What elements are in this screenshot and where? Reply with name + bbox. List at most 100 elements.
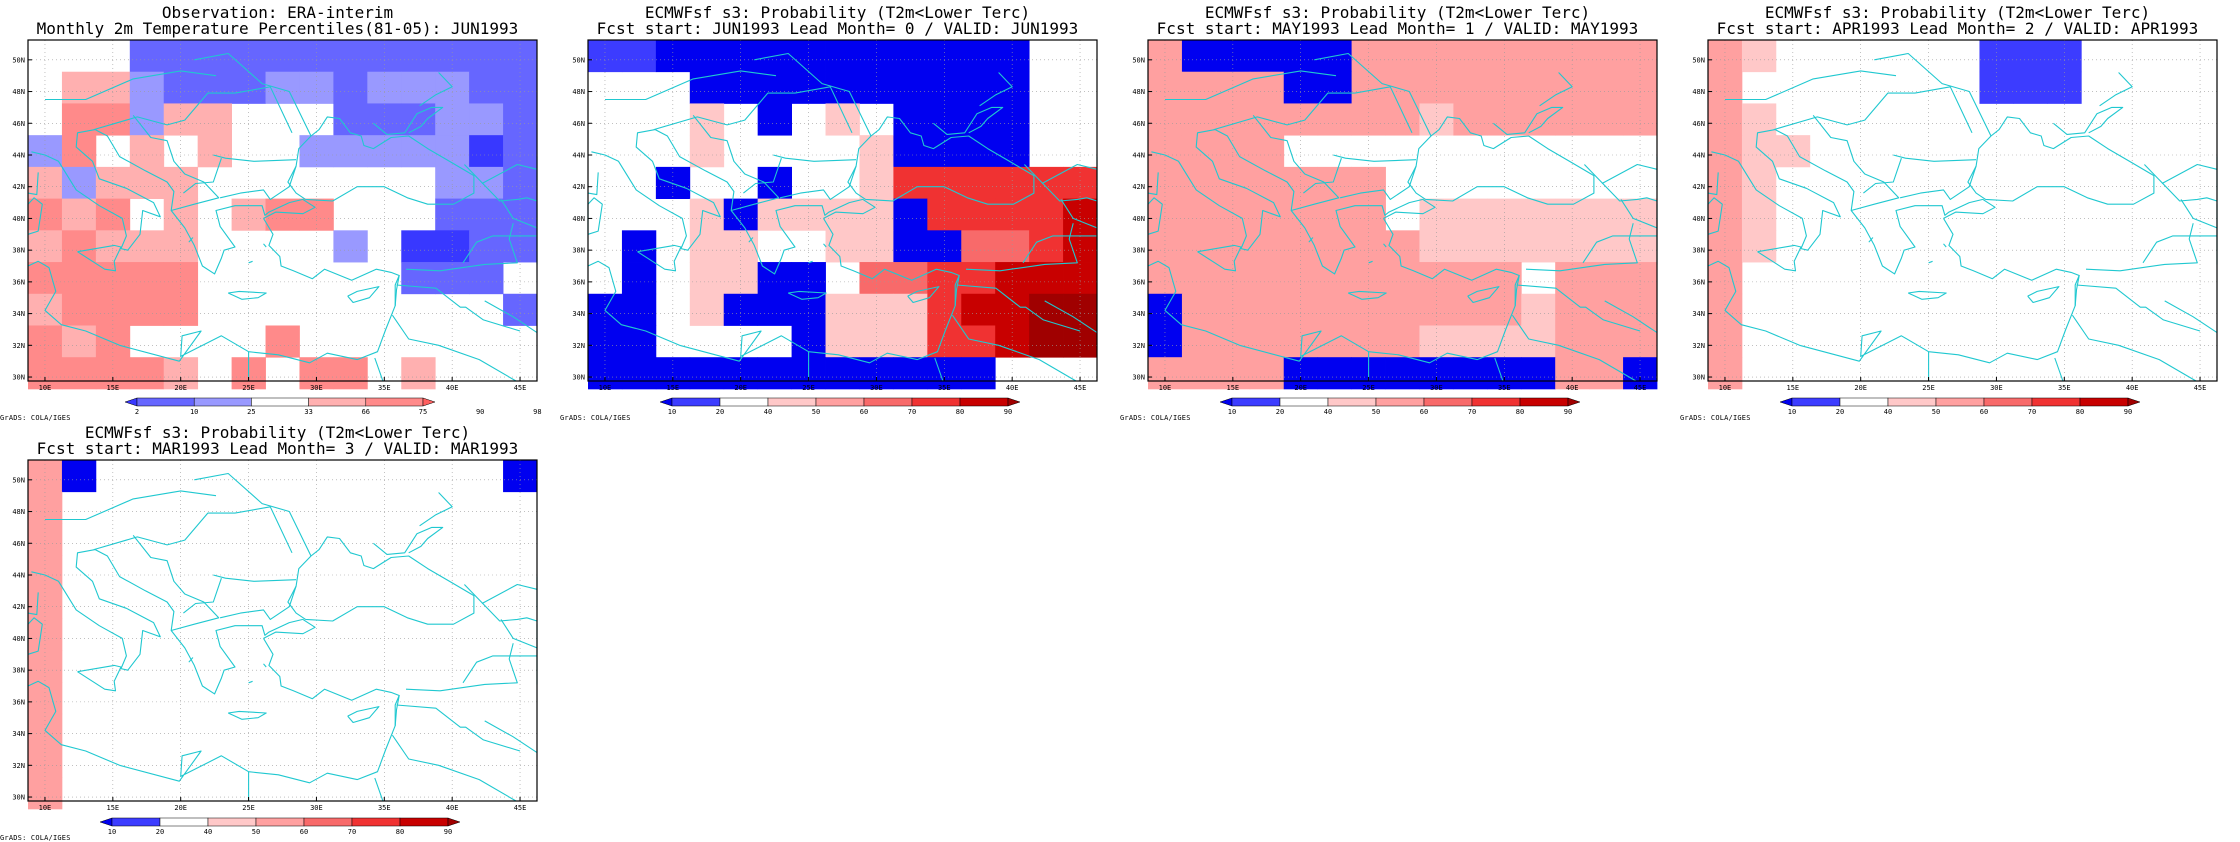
coastline-segment bbox=[773, 154, 857, 162]
lat-tick-label: 46N bbox=[1692, 120, 1705, 128]
grid-cell bbox=[1589, 198, 1624, 231]
coastline-segment bbox=[1874, 52, 1992, 137]
grid-cell bbox=[791, 262, 826, 295]
lon-tick-label: 45E bbox=[514, 384, 527, 392]
coastline-segment bbox=[1165, 70, 1337, 101]
lat-tick-label: 48N bbox=[12, 88, 25, 96]
coastline-segment bbox=[954, 275, 960, 306]
lon-tick-label: 30E bbox=[310, 804, 323, 812]
grid-cell bbox=[95, 357, 131, 390]
coastline-segment bbox=[396, 284, 521, 332]
coastline-segment bbox=[1757, 244, 1802, 272]
colorbar bbox=[1219, 397, 1581, 407]
grid-cell bbox=[1063, 230, 1098, 263]
lat-tick-label: 30N bbox=[12, 794, 25, 802]
grid-cell bbox=[1775, 135, 1811, 168]
grid-cell bbox=[1249, 357, 1285, 390]
lon-tick-label: 45E bbox=[1634, 384, 1647, 392]
colorbar-segment bbox=[1423, 397, 1473, 407]
grid-cell bbox=[859, 135, 894, 168]
lat-tick-label: 36N bbox=[12, 698, 25, 706]
grid-cell bbox=[757, 293, 792, 326]
coastline-segment bbox=[45, 490, 217, 521]
colorbar-label: 25 bbox=[247, 408, 255, 416]
grid-cell bbox=[1453, 40, 1488, 73]
grid-cell bbox=[1453, 71, 1488, 104]
lat-tick-label: 38N bbox=[1692, 247, 1705, 255]
colorbar-label: 10 bbox=[668, 408, 676, 416]
grid-cell bbox=[469, 135, 504, 168]
grid-cell bbox=[757, 262, 792, 295]
coastline-segment bbox=[1812, 114, 1900, 212]
coastlines bbox=[27, 472, 538, 802]
grid-cell bbox=[1148, 71, 1183, 104]
grid-cell bbox=[95, 230, 131, 263]
panel-subtitle: Fcst start: APR1993 Lead Month= 2 / VALI… bbox=[1716, 19, 2199, 38]
coastline-segment bbox=[1604, 300, 1658, 334]
grid-cell bbox=[435, 230, 470, 263]
panel-subtitle: Monthly 2m Temperature Percentiles(81-05… bbox=[36, 19, 519, 38]
panel-title: ECMWFsf s3: Probability (T2m<Lower Terc) bbox=[1764, 3, 2151, 22]
colorbar-label: 90 bbox=[2124, 408, 2132, 416]
lon-tick-label: 25E bbox=[802, 384, 815, 392]
grid-cell bbox=[757, 198, 792, 231]
coastline-segment bbox=[1493, 106, 1564, 135]
lon-tick-label: 20E bbox=[1294, 384, 1307, 392]
grid-cell bbox=[1148, 262, 1183, 295]
grid-cell bbox=[28, 555, 63, 588]
map-panel-lead-month-3: ECMWFsf s3: Probability (T2m<Lower Terc)… bbox=[0, 420, 555, 842]
lat-tick-label: 36N bbox=[1132, 278, 1145, 286]
plot-frame bbox=[587, 39, 1098, 382]
lon-tick-label: 15E bbox=[1227, 384, 1240, 392]
grid-cell bbox=[1385, 103, 1420, 136]
colorbar-label: 40 bbox=[204, 828, 212, 836]
grid-cell bbox=[1148, 357, 1183, 390]
grid-cell bbox=[1385, 325, 1420, 358]
grid-cell bbox=[1181, 262, 1217, 295]
grid-cell bbox=[757, 103, 792, 136]
colorbar-label: 20 bbox=[156, 828, 164, 836]
coastline-segment bbox=[2180, 199, 2218, 229]
coastline-segment bbox=[1725, 70, 1897, 101]
grid-cell bbox=[893, 166, 928, 200]
colorbar-segment bbox=[659, 397, 673, 407]
grid-cell bbox=[723, 293, 759, 326]
grid-cell bbox=[1708, 230, 1743, 263]
grid-cell bbox=[163, 230, 199, 263]
grid-cell bbox=[621, 357, 657, 390]
grid-cell bbox=[621, 293, 657, 326]
colorbar-segment bbox=[1935, 397, 1985, 407]
grid-cell bbox=[893, 103, 928, 136]
lon-tick-label: 40E bbox=[446, 384, 459, 392]
coastline-segment bbox=[188, 657, 194, 663]
grid-cell bbox=[163, 293, 199, 326]
coastline-segment bbox=[2099, 72, 2133, 107]
panel-subtitle: Fcst start: JUN1993 Lead Month= 0 / VALI… bbox=[596, 19, 1079, 38]
colorbar-segment bbox=[308, 397, 367, 407]
colorbar-label: 60 bbox=[1980, 408, 1988, 416]
coastline-segment bbox=[653, 86, 853, 134]
colorbar-segment bbox=[1839, 397, 1889, 407]
grid-cell bbox=[129, 40, 165, 73]
grid-cell bbox=[1181, 135, 1217, 168]
map-plot: 30N 32N 34N 36N 38N 40N 42N 44N 46N 48N 50N 10E 15E 2… bbox=[12, 39, 542, 416]
grid-cell bbox=[1487, 357, 1522, 390]
lon-tick-label: 30E bbox=[1990, 384, 2003, 392]
grid-cell bbox=[401, 135, 436, 168]
grid-cell bbox=[129, 293, 165, 326]
grid-cell bbox=[163, 71, 199, 104]
graticule bbox=[1148, 40, 1657, 381]
coastline-segment bbox=[979, 72, 1013, 107]
coastline-segment bbox=[263, 663, 267, 668]
grid-cell bbox=[129, 135, 165, 168]
grid-cell bbox=[1708, 135, 1743, 168]
colorbar-segment bbox=[447, 817, 461, 827]
grid-cell bbox=[28, 262, 63, 295]
colorbar-label: 2 bbox=[135, 408, 139, 416]
grid-cell bbox=[859, 71, 894, 104]
grid-cell bbox=[503, 71, 538, 104]
grid-cell bbox=[1283, 293, 1319, 326]
plot-frame bbox=[27, 39, 538, 382]
grid-cell bbox=[1453, 230, 1488, 263]
grid-cell bbox=[1419, 357, 1454, 390]
